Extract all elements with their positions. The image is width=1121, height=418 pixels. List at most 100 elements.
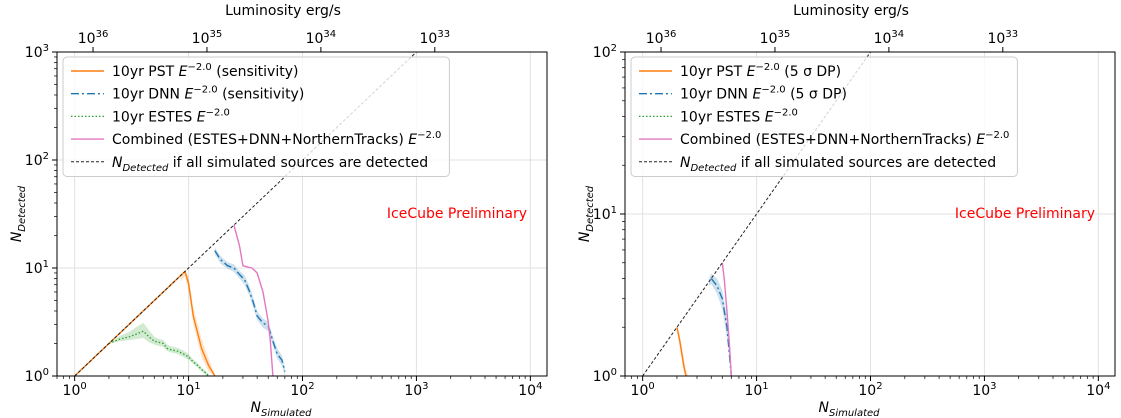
right-legend-label-0-exp: −2.0 bbox=[756, 62, 780, 73]
left-top-axis-label: Luminosity erg/s bbox=[225, 3, 341, 19]
left-band-2 bbox=[109, 323, 209, 376]
left-legend-label-0-var: E bbox=[179, 64, 188, 80]
left-ytick-label-2-base: 10 bbox=[25, 153, 43, 169]
left-top-tick-label-0: 1036 bbox=[78, 29, 109, 47]
right-top-tick-label-0-exp: 36 bbox=[664, 29, 677, 40]
right-legend-label-3-exp: −2.0 bbox=[985, 130, 1009, 141]
left-ytick-label-2: 102 bbox=[25, 151, 49, 169]
right-top-tick-label-1-exp: 35 bbox=[778, 29, 791, 40]
left-top-tick-label-3-exp: 33 bbox=[437, 29, 450, 40]
right-xtick-label-1-exp: 1 bbox=[762, 381, 768, 392]
left-legend-label-0-name: 10yr PST bbox=[112, 64, 179, 80]
right-ytick-label-0-base: 10 bbox=[593, 369, 611, 385]
left-xtick-label-0-exp: 0 bbox=[80, 381, 86, 392]
right-xtick-label-2-exp: 2 bbox=[876, 381, 882, 392]
left-xtick-label-1-exp: 1 bbox=[194, 381, 200, 392]
left-legend-label-1-exp: −2.0 bbox=[193, 85, 217, 96]
right-legend-label-4-sub: Detected bbox=[690, 163, 736, 174]
left-top-tick-label-0-base: 10 bbox=[78, 31, 96, 47]
right-xtick-label-0: 100 bbox=[631, 381, 655, 399]
right-y-axis-label-sub: Detected bbox=[585, 185, 596, 231]
left-xtick-label-3-base: 10 bbox=[404, 383, 422, 399]
left-annotation: IceCube Preliminary bbox=[387, 206, 527, 222]
left-ytick-label-0: 100 bbox=[25, 367, 49, 385]
right-xtick-label-4-base: 10 bbox=[1086, 383, 1104, 399]
left-xtick-label-4-exp: 4 bbox=[536, 381, 542, 392]
left-xtick-label-0: 100 bbox=[63, 381, 87, 399]
right-legend-label-0-suffix: (5 σ DP) bbox=[780, 64, 841, 80]
right-ytick-label-1-exp: 1 bbox=[611, 205, 617, 216]
right-legend-label-1-exp: −2.0 bbox=[761, 85, 785, 96]
left-xtick-label-3: 103 bbox=[404, 381, 428, 399]
right-top-tick-label-0: 1036 bbox=[646, 29, 677, 47]
right-legend-label-3-var: E bbox=[976, 132, 985, 148]
left-legend-label-3-name: Combined (ESTES+DNN+NorthernTracks) bbox=[112, 132, 408, 148]
left-top-tick-label-1: 1035 bbox=[192, 29, 223, 47]
left-legend-label-4-sub: Detected bbox=[122, 163, 168, 174]
right-legend-label-1-suffix: (5 σ DP) bbox=[786, 87, 847, 103]
right-series-line-0 bbox=[677, 327, 686, 376]
right-xtick-label-3-exp: 3 bbox=[990, 381, 996, 392]
left-top-tick-label-2-base: 10 bbox=[306, 31, 324, 47]
left-top-tick-label-1-base: 10 bbox=[192, 31, 210, 47]
left-ytick-label-3-base: 10 bbox=[25, 45, 43, 61]
right-ytick-label-1: 101 bbox=[593, 205, 617, 223]
right-y-axis-label: NDetected bbox=[577, 185, 596, 242]
right-top-tick-label-2: 1034 bbox=[874, 29, 905, 47]
right-top-tick-label-3: 1033 bbox=[988, 29, 1019, 47]
left-legend-label-3-var: E bbox=[408, 132, 417, 148]
left-top-tick-label-0-exp: 36 bbox=[96, 29, 109, 40]
left-legend-label-2-exp: −2.0 bbox=[206, 107, 230, 118]
left-legend-label-4-base: N bbox=[112, 155, 123, 171]
right-ytick-label-2: 102 bbox=[593, 43, 617, 61]
right-legend-label-2-exp: −2.0 bbox=[774, 107, 798, 118]
right-xtick-label-1: 101 bbox=[744, 381, 768, 399]
right-xtick-label-4-exp: 4 bbox=[1104, 381, 1110, 392]
right-legend-label-0-var: E bbox=[747, 64, 756, 80]
left-xtick-label-1-base: 10 bbox=[176, 383, 194, 399]
left-top-tick-label-2-exp: 34 bbox=[323, 29, 336, 40]
left-ytick-label-1: 101 bbox=[25, 259, 49, 277]
right-top-tick-label-0-base: 10 bbox=[646, 31, 664, 47]
right-top-tick-label-2-base: 10 bbox=[874, 31, 892, 47]
left-legend-label-0-exp: −2.0 bbox=[188, 62, 212, 73]
left-band-0 bbox=[181, 270, 215, 376]
left-xtick-label-0-base: 10 bbox=[63, 383, 81, 399]
left-ytick-label-2-exp: 2 bbox=[43, 151, 49, 162]
right-top-tick-label-3-exp: 33 bbox=[1005, 29, 1018, 40]
left-legend-label-0-suffix: (sensitivity) bbox=[212, 64, 299, 80]
right-xtick-label-1-base: 10 bbox=[744, 383, 762, 399]
left-top-tick-label-2: 1034 bbox=[306, 29, 337, 47]
left-legend-label-3: Combined (ESTES+DNN+NorthernTracks) E−2.… bbox=[112, 130, 441, 148]
left-legend-label-2-var: E bbox=[197, 109, 206, 125]
right-top-tick-label-1-base: 10 bbox=[760, 31, 778, 47]
left-legend-label-1-var: E bbox=[184, 87, 193, 103]
right-xtick-label-0-exp: 0 bbox=[648, 381, 654, 392]
left-ytick-label-1-base: 10 bbox=[25, 261, 43, 277]
left-xtick-label-2: 102 bbox=[290, 381, 314, 399]
right-x-axis-label-sub: Simulated bbox=[829, 408, 880, 418]
left-ytick-label-0-exp: 0 bbox=[43, 367, 49, 378]
left-y-axis-label-base: N bbox=[9, 231, 25, 242]
left-legend-label-1-name: 10yr DNN bbox=[112, 87, 184, 103]
right-legend-label-1-var: E bbox=[752, 87, 761, 103]
left-top-tick-label-3: 1033 bbox=[420, 29, 451, 47]
left-series-line-1 bbox=[215, 251, 285, 372]
left-ytick-label-0-base: 10 bbox=[25, 369, 43, 385]
left-band-1 bbox=[215, 247, 285, 376]
left-y-axis-label: NDetected bbox=[9, 185, 28, 242]
right-xtick-label-0-base: 10 bbox=[631, 383, 649, 399]
left-xtick-label-1: 101 bbox=[176, 381, 200, 399]
left-xtick-label-3-exp: 3 bbox=[422, 381, 428, 392]
left-xtick-label-2-exp: 2 bbox=[308, 381, 314, 392]
right-xtick-label-2: 102 bbox=[858, 381, 882, 399]
left-y-axis-label-sub: Detected bbox=[17, 185, 28, 231]
right-x-axis-label: NSimulated bbox=[818, 400, 880, 418]
left-top-tick-label-3-base: 10 bbox=[420, 31, 438, 47]
left-x-axis-label: NSimulated bbox=[250, 400, 312, 418]
right-xtick-label-3-base: 10 bbox=[972, 383, 990, 399]
left-xtick-label-4-base: 10 bbox=[518, 383, 536, 399]
left-legend-label-2-name: 10yr ESTES bbox=[112, 109, 197, 125]
